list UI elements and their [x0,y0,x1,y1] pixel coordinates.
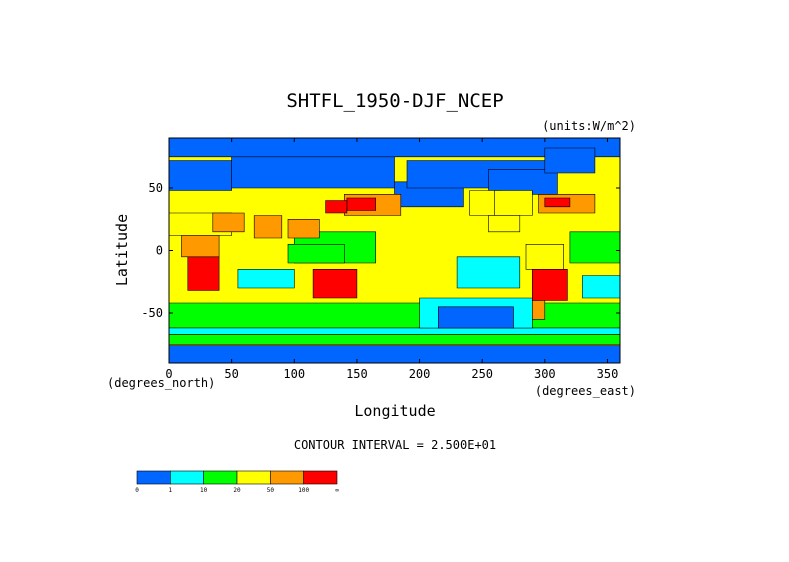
colorbar-swatch [203,470,238,485]
colorbar-swatch [270,470,304,485]
x-tick-label: 200 [409,367,431,381]
colorbar-level-label: 20 [233,487,241,494]
colorbar: 0 1 10 20 50 100 ∞ [135,470,339,494]
x-tick-label: 100 [283,367,305,381]
colorbar-level-label: ∞ [335,487,339,494]
heatmap-field [169,138,620,363]
field-region-antarctica-interior [169,345,620,363]
field-region-antarctic-open-water [169,327,620,335]
field-region-antarctic-coast-band [169,333,620,345]
field-region-amazon [525,244,564,270]
contour-interval-note: CONTOUR INTERVAL = 2.500E+01 [294,438,496,452]
colorbar-level-label: 100 [298,487,309,494]
field-region-arctic-ocean [169,138,620,158]
field-region-south-africa [187,256,220,291]
x-unit-label: (degrees_east) [535,384,636,398]
x-tick-label: 350 [597,367,619,381]
colorbar-level-label: 10 [200,487,208,494]
field-region-south-america-south [531,268,568,301]
units-label: (units:W/m^2) [542,119,636,133]
x-axis-ticks: 0 50 100 150 200 250 300 350 [165,138,618,381]
field-region-southern-ocean-band [169,302,620,329]
x-tick-label: 0 [165,367,172,381]
x-tick-label: 150 [346,367,368,381]
colorbar-level-label: 50 [267,487,275,494]
colorbar-level-label: 0 [135,487,139,494]
field-region-southeast-asia [287,219,320,239]
field-region-indonesia [287,244,345,264]
y-unit-label: (degrees_north) [107,376,215,390]
colorbar-swatch [236,470,271,485]
colorbar-swatch [303,470,338,485]
y-tick-label: 0 [156,244,163,258]
colorbar-level-label: 1 [169,487,173,494]
y-axis-title: Latitude [113,214,131,286]
field-region-patagonia [531,300,546,320]
field-region-south-atlantic-cold [582,275,620,299]
field-region-europe [169,160,232,191]
field-region-japan-sea-warm [325,200,348,214]
field-region-east-pacific-cold [456,256,521,289]
field-region-south-pacific-deep [437,306,514,329]
field-region-gulf-stream-core [544,197,571,208]
chart-title: SHTFL_1950-DJF_NCEP [286,90,503,112]
colorbar-swatch [136,470,171,485]
y-tick-label: -50 [141,306,163,320]
x-tick-label: 250 [471,367,493,381]
field-region-greenland [544,147,596,174]
field-region-canada-east [488,169,558,195]
field-region-mexico [488,215,521,233]
field-region-kuroshio-core [346,197,377,211]
colorbar-swatch [170,470,204,485]
x-tick-label: 50 [224,367,238,381]
field-region-tropical-africa [181,235,220,258]
field-region-siberia [231,156,395,189]
field-region-india [253,215,283,239]
field-region-tropical-atlantic [569,231,620,264]
field-region-us-central [494,190,533,216]
y-axis-ticks: -50 0 50 [141,181,620,320]
y-tick-label: 50 [149,181,163,195]
field-region-arabia [212,212,245,233]
x-tick-label: 300 [534,367,556,381]
field-region-australia [312,268,358,299]
x-axis-title: Longitude [354,402,435,420]
field-region-indian-ocean-cold [237,268,295,289]
